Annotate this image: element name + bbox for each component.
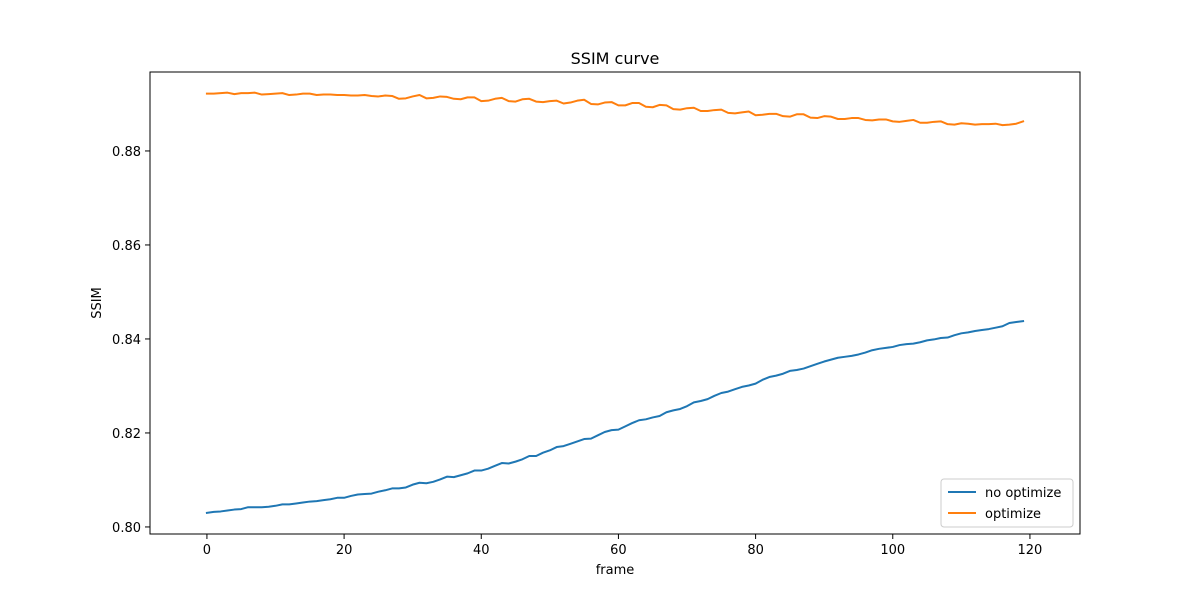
x-tick-label: 120	[1018, 543, 1043, 558]
y-tick-label: 0.88	[112, 145, 141, 160]
x-tick-label: 20	[336, 543, 353, 558]
series-line-no-optimize	[205, 319, 1025, 514]
series-line-optimize	[205, 91, 1025, 127]
y-tick-label: 0.82	[112, 427, 141, 442]
x-axis: 0 20 40 60 80 100 120	[203, 534, 1043, 558]
legend-label: optimize	[985, 507, 1041, 522]
y-axis: 0.80 0.82 0.84 0.86 0.88	[112, 145, 150, 536]
plot-lines	[205, 91, 1025, 514]
y-tick-label: 0.80	[112, 521, 141, 536]
legend: no optimize optimize	[940, 478, 1074, 528]
x-axis-label: frame	[596, 563, 635, 578]
plot-area-frame	[149, 71, 1081, 535]
legend-label: no optimize	[985, 486, 1061, 501]
x-tick-label: 60	[610, 543, 627, 558]
x-tick-label: 80	[747, 543, 764, 558]
y-axis-label: SSIM	[90, 287, 105, 319]
x-tick-label: 40	[473, 543, 490, 558]
y-tick-label: 0.86	[112, 239, 141, 254]
x-tick-label: 0	[203, 543, 211, 558]
y-tick-label: 0.84	[112, 333, 141, 348]
x-tick-label: 100	[880, 543, 905, 558]
chart-title: SSIM curve	[571, 49, 660, 68]
